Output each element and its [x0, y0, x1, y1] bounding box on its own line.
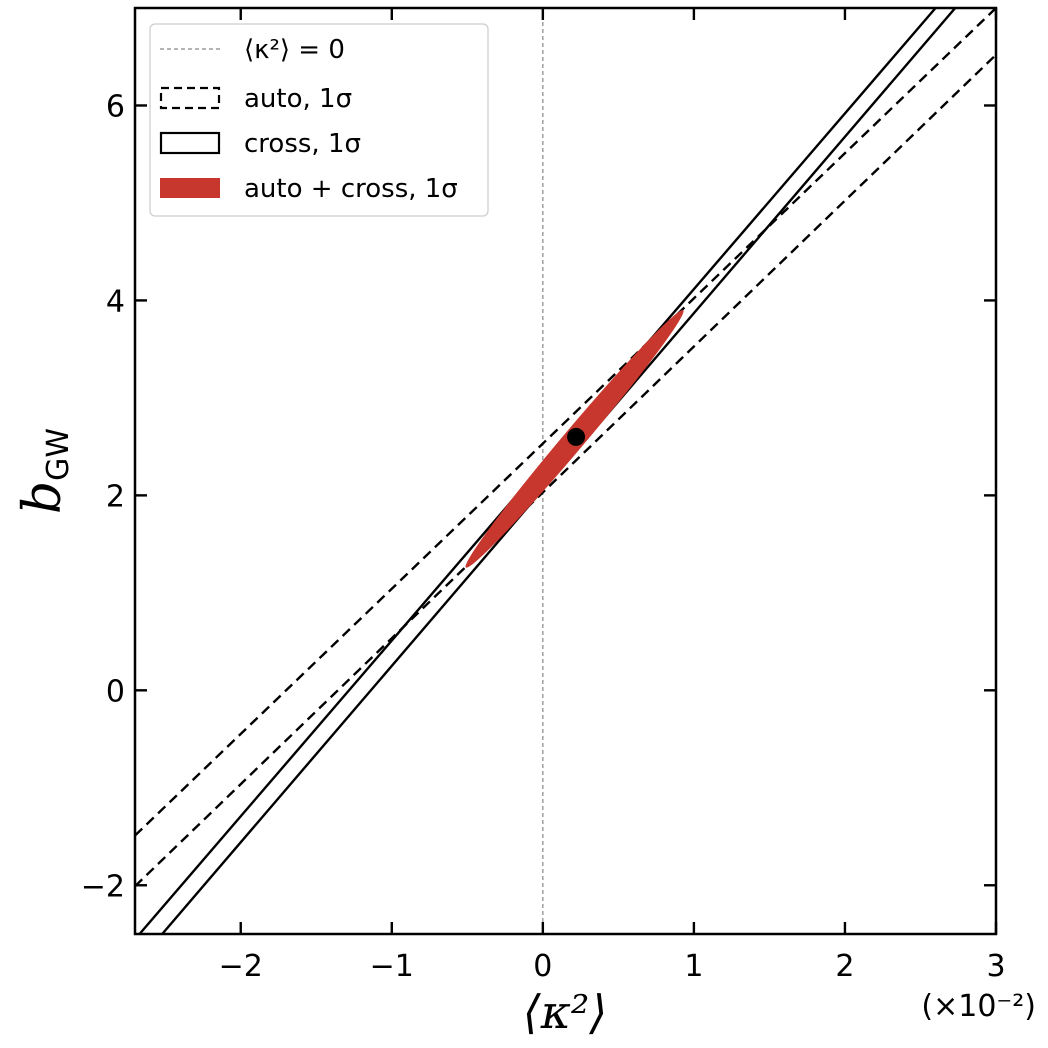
x-tick-label: 3	[986, 949, 1005, 984]
svg-text:bGW: bGW	[13, 428, 76, 514]
y-axis-label-main: b	[13, 481, 73, 514]
x-tick-label: −1	[370, 949, 414, 984]
x-tick-label: 2	[835, 949, 854, 984]
series-0-line-0	[135, 8, 996, 837]
legend-label: ⟨κ²⟩ = 0	[244, 35, 345, 65]
fiducial-point	[567, 427, 586, 446]
y-tick-label: 6	[106, 89, 125, 124]
legend-label: auto, 1σ	[244, 84, 352, 114]
x-axis-label: ⟨κ²⟩	[523, 985, 608, 1039]
plot-frame	[133, 6, 998, 936]
y-tick-label: 0	[106, 674, 125, 709]
x-tick-label: −2	[219, 949, 263, 984]
x-axis-offset-label: (×10⁻²)	[921, 989, 1036, 1024]
legend-label: cross, 1σ	[244, 129, 361, 159]
plot-area	[135, 8, 996, 934]
legend-swatch-cross	[159, 131, 221, 155]
y-axis-label-subscript: GW	[41, 428, 76, 481]
series-0-line-1	[135, 53, 996, 888]
legend-swatch-combined	[160, 178, 220, 198]
x-tick-label: 1	[684, 949, 703, 984]
x-tick-label: 0	[533, 949, 552, 984]
axis-ticks: −2 −1 0 1 2 3 −2 0 2 4 6	[81, 8, 1006, 984]
y-tick-label: −2	[81, 869, 125, 904]
legend-swatch-auto	[159, 86, 221, 110]
y-axis-label: bGW	[13, 428, 76, 514]
legend-label: auto + cross, 1σ	[244, 174, 458, 204]
y-tick-label: 2	[106, 479, 125, 514]
legend: ⟨κ²⟩ = 0 auto, 1σ cross, 1σ auto + cross, 1…	[149, 23, 489, 217]
y-tick-label: 4	[106, 284, 125, 319]
legend-frame	[149, 23, 489, 217]
